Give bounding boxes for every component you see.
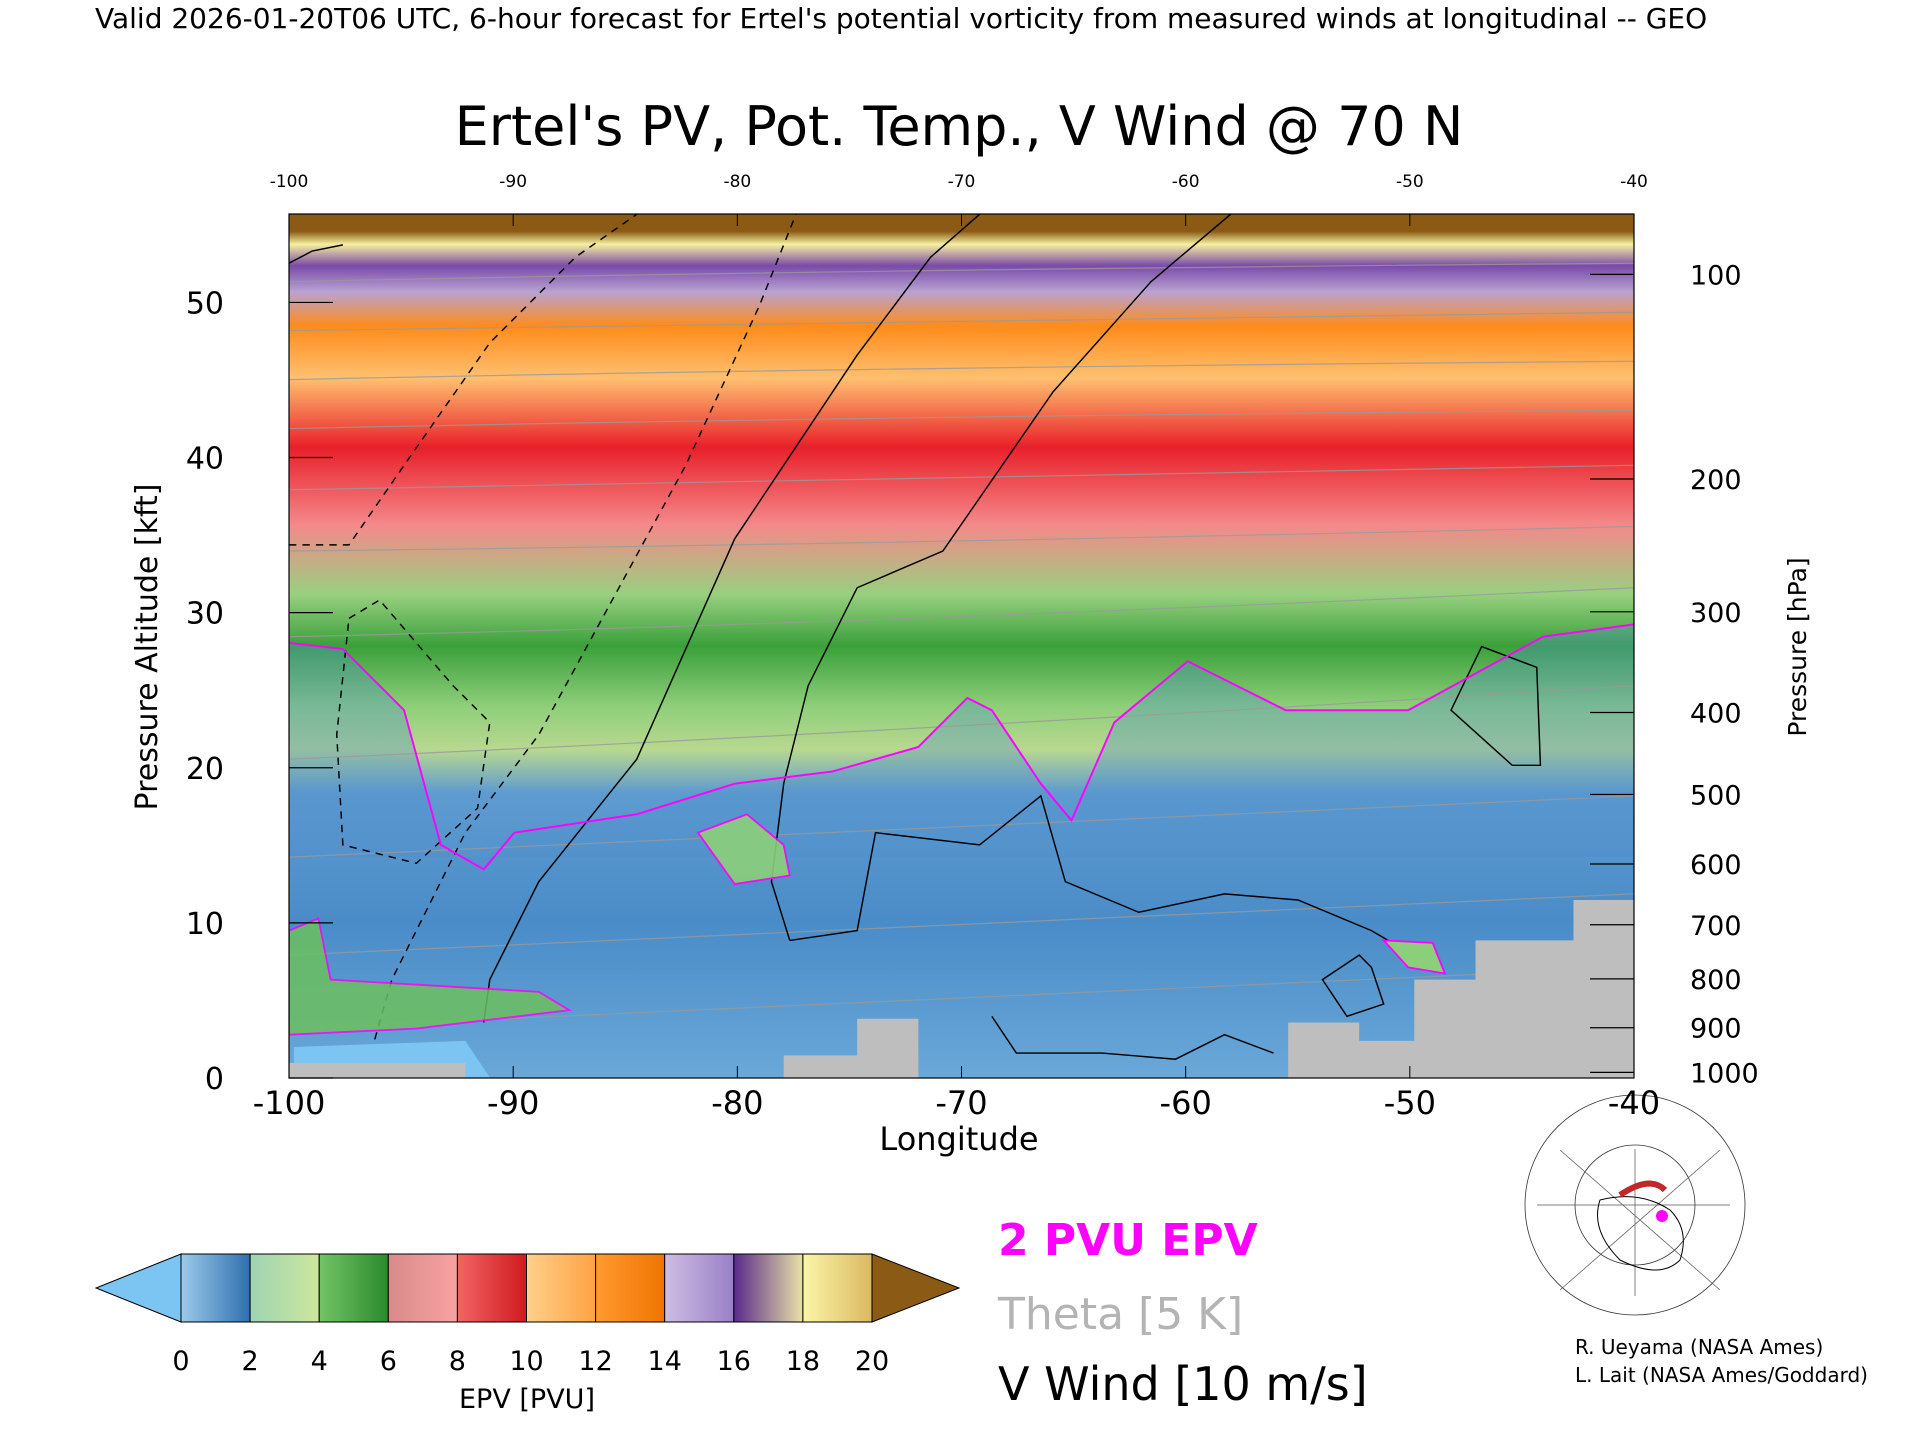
colorbar-tick-label: 8 (449, 1346, 466, 1377)
y-tick-label: 50 (186, 286, 224, 321)
colorbar-segment (318, 1253, 389, 1323)
colorbar-segment (180, 1253, 251, 1323)
y2-tick-label: 900 (1690, 1014, 1742, 1045)
y-tick-label: 20 (186, 752, 224, 787)
y-tick-label: 0 (205, 1062, 224, 1097)
y-tick-label: 40 (186, 442, 224, 477)
credit: L. Lait (NASA Ames/Goddard) (1575, 1363, 1868, 1387)
colorbar-under (94, 1253, 182, 1323)
x-tick-label-top: -70 (948, 172, 976, 192)
y-axis-label: Pressure Altitude [kft] (130, 484, 165, 811)
colorbar-segment (802, 1253, 873, 1323)
y2-tick-label: 1000 (1690, 1058, 1759, 1089)
x-tick-label: -50 (1384, 1084, 1436, 1122)
legend-entry: Theta [5 K] (997, 1289, 1243, 1340)
y2-tick-label: 500 (1690, 780, 1742, 811)
x-tick-label: -100 (253, 1084, 326, 1122)
colorbar-segment (456, 1253, 527, 1323)
colorbar-tick-label: 16 (717, 1346, 751, 1377)
y2-tick-label: 100 (1690, 260, 1742, 291)
colorbar-segment (733, 1253, 804, 1323)
colorbar-tick-label: 14 (648, 1346, 682, 1377)
x-tick-label: -80 (711, 1084, 763, 1122)
colorbar-label: EPV [PVU] (459, 1384, 595, 1415)
y2-tick-label: 800 (1690, 965, 1742, 996)
x-tick-label: -60 (1160, 1084, 1212, 1122)
colorbar-segment (595, 1253, 666, 1323)
x-tick-label-top: -60 (1172, 172, 1200, 192)
colorbar-tick-label: 20 (855, 1346, 889, 1377)
y2-tick-label: 700 (1690, 911, 1742, 942)
x-tick-label-top: -100 (270, 172, 309, 192)
credit: R. Ueyama (NASA Ames) (1575, 1335, 1823, 1359)
colorbar-segment (664, 1253, 735, 1323)
colorbar-tick-label: 10 (509, 1346, 543, 1377)
y2-axis-label: Pressure [hPa] (1783, 557, 1812, 736)
colorbar-segment (249, 1253, 320, 1323)
y-tick-label: 30 (186, 597, 224, 632)
x-tick-label: -90 (487, 1084, 539, 1122)
colorbar-segment (387, 1253, 458, 1323)
x-tick-label-top: -40 (1620, 172, 1648, 192)
chart-title: Ertel's PV, Pot. Temp., V Wind @ 70 N (455, 95, 1464, 158)
map-inset (1524, 1094, 1746, 1316)
x-tick-label: -70 (935, 1084, 987, 1122)
header: Valid 2026-01-20T06 UTC, 6-hour forecast… (95, 2, 1707, 35)
colorbar-tick-label: 4 (311, 1346, 328, 1377)
y-tick-label: 10 (186, 907, 224, 942)
y2-tick-label: 200 (1690, 465, 1742, 496)
legend-entry: V Wind [10 m/s] (998, 1357, 1368, 1411)
y2-tick-label: 300 (1690, 598, 1742, 629)
x-tick-label-top: -80 (723, 172, 751, 192)
x-axis-label: Longitude (879, 1120, 1038, 1158)
colorbar-tick-label: 6 (380, 1346, 397, 1377)
colorbar-over (871, 1253, 961, 1323)
y2-tick-label: 600 (1690, 850, 1742, 881)
x-tick-label: -40 (1608, 1084, 1660, 1122)
x-tick-label-top: -50 (1396, 172, 1424, 192)
pv-field (289, 214, 1634, 1078)
colorbar-tick-label: 2 (242, 1346, 259, 1377)
colorbar-tick-label: 0 (172, 1346, 189, 1377)
y2-tick-label: 400 (1690, 698, 1742, 729)
colorbar-segment (526, 1253, 597, 1323)
colorbar-tick-label: 12 (578, 1346, 612, 1377)
x-tick-label-top: -90 (499, 172, 527, 192)
legend-entry: 2 PVU EPV (998, 1215, 1258, 1266)
colorbar-tick-label: 18 (786, 1346, 820, 1377)
